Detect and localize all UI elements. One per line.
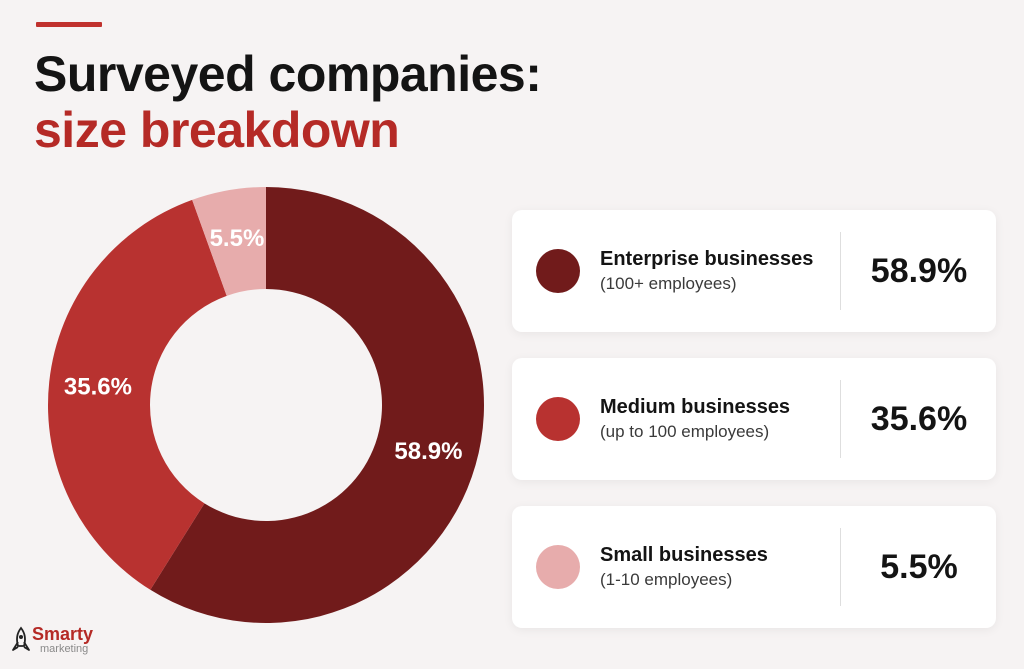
legend-divider bbox=[840, 380, 841, 458]
donut-slice-medium bbox=[48, 199, 227, 590]
legend-item-small: Small businesses (1-10 employees) 5.5% bbox=[512, 506, 996, 628]
brand-name: Smarty bbox=[32, 624, 94, 644]
legend-description-small: (1-10 employees) bbox=[600, 570, 733, 589]
title-line-2: size breakdown bbox=[34, 102, 400, 158]
legend-label-small: Small businesses bbox=[600, 544, 768, 566]
title-line-1: Surveyed companies: bbox=[34, 46, 542, 102]
legend-item-enterprise: Enterprise businesses (100+ employees) 5… bbox=[512, 210, 996, 332]
donut-chart: 58.9% 35.6% 5.5% bbox=[46, 185, 486, 625]
legend-value-small: 5.5% bbox=[880, 548, 958, 586]
legend-item-medium: Medium businesses (up to 100 employees) … bbox=[512, 358, 996, 480]
legend-value-enterprise: 58.9% bbox=[870, 252, 968, 290]
legend-swatch-small bbox=[536, 545, 580, 589]
legend-swatch-medium bbox=[536, 397, 580, 441]
donut-slice-small bbox=[192, 187, 266, 296]
brand-tagline: marketing bbox=[40, 643, 89, 655]
legend-value-medium: 35.6% bbox=[870, 400, 968, 438]
legend-description-enterprise: (100+ employees) bbox=[600, 274, 737, 293]
brand-logo: Smarty marketing bbox=[10, 624, 130, 660]
rocket-icon bbox=[12, 626, 30, 651]
legend-description-medium: (up to 100 employees) bbox=[600, 422, 770, 441]
legend-label-enterprise: Enterprise businesses bbox=[600, 248, 814, 270]
legend-divider bbox=[840, 528, 841, 606]
title-accent-bar bbox=[36, 22, 102, 27]
donut-label-small: 5.5% bbox=[210, 225, 265, 252]
legend-swatch-enterprise bbox=[536, 249, 580, 293]
donut-label-enterprise: 58.9% bbox=[394, 438, 462, 465]
page-title: Surveyed companies: size breakdown bbox=[34, 46, 542, 158]
donut-label-medium: 35.6% bbox=[64, 373, 132, 400]
legend-label-medium: Medium businesses bbox=[600, 396, 791, 418]
donut-chart-svg: 58.9% 35.6% 5.5% bbox=[48, 187, 485, 623]
donut-slice-enterprise bbox=[150, 187, 485, 623]
legend-divider bbox=[840, 232, 841, 310]
